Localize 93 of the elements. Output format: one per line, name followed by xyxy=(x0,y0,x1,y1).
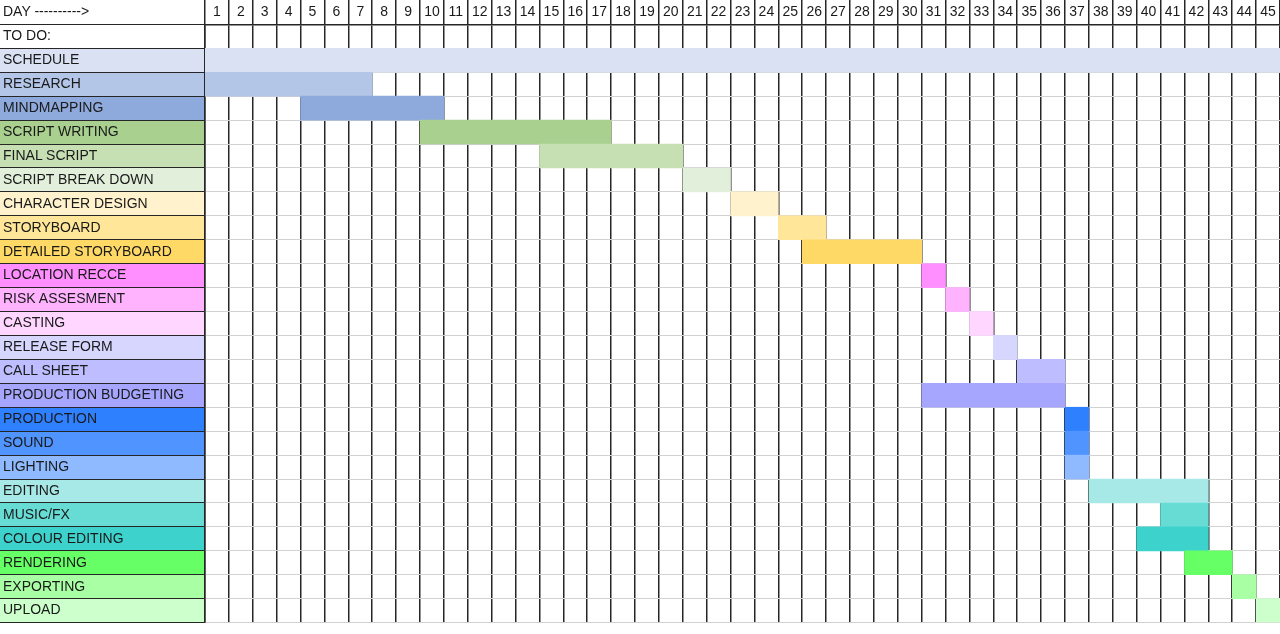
x-tick-label: 24 xyxy=(758,3,775,20)
bar xyxy=(993,335,1018,360)
x-tick-label: 30 xyxy=(901,3,918,20)
bar xyxy=(778,215,827,241)
bar xyxy=(945,287,970,312)
x-tick-label: 38 xyxy=(1093,3,1109,20)
bar xyxy=(682,167,731,193)
x-tick-label: 25 xyxy=(782,3,799,20)
y-tick-label: SOUND xyxy=(3,433,54,450)
y-tick-label: STORYBOARD xyxy=(3,218,101,235)
x-tick-label: 22 xyxy=(710,3,727,20)
x-tick-label: 14 xyxy=(519,3,536,20)
y-tick-label: COLOUR EDITING xyxy=(3,529,124,546)
x-tick-label: 20 xyxy=(663,3,679,20)
y-tick-label: SCRIPT BREAK DOWN xyxy=(3,170,154,187)
x-tick-label: 34 xyxy=(997,3,1014,20)
x-tick-label: 5 xyxy=(308,3,317,20)
bar xyxy=(300,95,445,121)
bar xyxy=(1016,359,1066,384)
bar xyxy=(1231,574,1257,599)
bar xyxy=(419,119,612,145)
x-tick-label: 10 xyxy=(424,3,440,20)
y-tick-label: PRODUCTION BUDGETING xyxy=(3,386,185,403)
x-tick-label: 23 xyxy=(734,3,751,20)
y-tick-label: CASTING xyxy=(3,314,66,331)
y-tick-label: LOCATION RECCE xyxy=(3,266,127,283)
bar xyxy=(1160,502,1209,528)
y-tick-label: PRODUCTION xyxy=(3,410,98,427)
x-tick-label: 8 xyxy=(380,3,389,20)
y-tick-label: DETAILED STORYBOARD xyxy=(3,242,172,259)
x-tick-label: 39 xyxy=(1116,3,1133,20)
x-axis-title: DAY ----------> xyxy=(3,3,90,20)
y-tick-label: SCHEDULE xyxy=(3,51,80,68)
x-tick-label: 44 xyxy=(1236,3,1253,20)
bar xyxy=(1064,406,1090,432)
y-tick-label: FINAL SCRIPT xyxy=(3,146,98,163)
bar xyxy=(921,382,1066,408)
x-tick-label: 4 xyxy=(284,3,293,20)
x-tick-label: 35 xyxy=(1021,3,1038,20)
x-tick-label: 12 xyxy=(471,3,488,20)
y-tick-label: SCRIPT WRITING xyxy=(3,122,119,139)
x-tick-label: 9 xyxy=(404,3,413,20)
x-tick-label: 26 xyxy=(806,3,823,20)
y-tick-label: MINDMAPPING xyxy=(3,98,104,115)
y-tick-label: RISK ASSESMENT xyxy=(3,290,126,307)
x-tick-label: 6 xyxy=(332,3,341,20)
bar xyxy=(1088,478,1209,504)
x-tick-label: 28 xyxy=(854,3,870,20)
x-tick-label: 45 xyxy=(1260,3,1277,20)
y-tick-label: LIGHTING xyxy=(3,457,70,474)
y-tick-label: RELEASE FORM xyxy=(3,338,113,355)
x-tick-label: 40 xyxy=(1140,3,1157,20)
x-tick-label: 2 xyxy=(236,3,245,20)
y-tick-label: CALL SHEET xyxy=(3,362,89,379)
y-tick-label: CHARACTER DESIGN xyxy=(3,194,148,211)
x-tick-label: 32 xyxy=(949,3,966,20)
x-tick-label: 1 xyxy=(213,3,222,20)
bar xyxy=(1136,526,1209,552)
bar xyxy=(1255,598,1280,623)
x-tick-label: 42 xyxy=(1188,3,1205,20)
bar xyxy=(801,239,922,264)
x-tick-label: 16 xyxy=(567,3,584,20)
y-tick-label: EXPORTING xyxy=(3,577,86,594)
x-tick-label: 41 xyxy=(1164,3,1181,20)
x-tick-label: 33 xyxy=(973,3,990,20)
bar xyxy=(539,143,684,169)
x-tick-label: 7 xyxy=(356,3,365,20)
y-tick-label: MUSIC/FX xyxy=(3,505,71,522)
bar xyxy=(1064,454,1090,480)
x-tick-label: 11 xyxy=(448,3,464,20)
x-tick-label: 3 xyxy=(260,3,269,20)
bar xyxy=(969,311,994,336)
x-tick-label: 15 xyxy=(543,3,560,20)
x-tick-label: 17 xyxy=(591,3,608,20)
x-tick-label: 29 xyxy=(878,3,894,20)
bar xyxy=(1064,430,1090,456)
x-tick-label: 13 xyxy=(495,3,512,20)
y-axis-title: TO DO: xyxy=(3,27,51,44)
x-tick-label: 21 xyxy=(686,3,703,20)
x-tick-label: 18 xyxy=(615,3,632,20)
x-tick-label: 19 xyxy=(639,3,655,20)
x-tick-label: 37 xyxy=(1069,3,1085,20)
x-tick-label: 43 xyxy=(1212,3,1229,20)
bar xyxy=(730,191,779,217)
x-tick-label: 31 xyxy=(925,3,942,20)
y-tick-label: UPLOAD xyxy=(3,601,61,618)
y-tick-label: EDITING xyxy=(3,481,60,498)
bar xyxy=(921,263,946,288)
x-tick-label: 27 xyxy=(830,3,847,20)
bar xyxy=(1184,550,1233,576)
y-tick-label: RENDERING xyxy=(3,553,88,570)
y-tick-label: RESEARCH xyxy=(3,75,81,92)
x-tick-label: 36 xyxy=(1045,3,1062,20)
